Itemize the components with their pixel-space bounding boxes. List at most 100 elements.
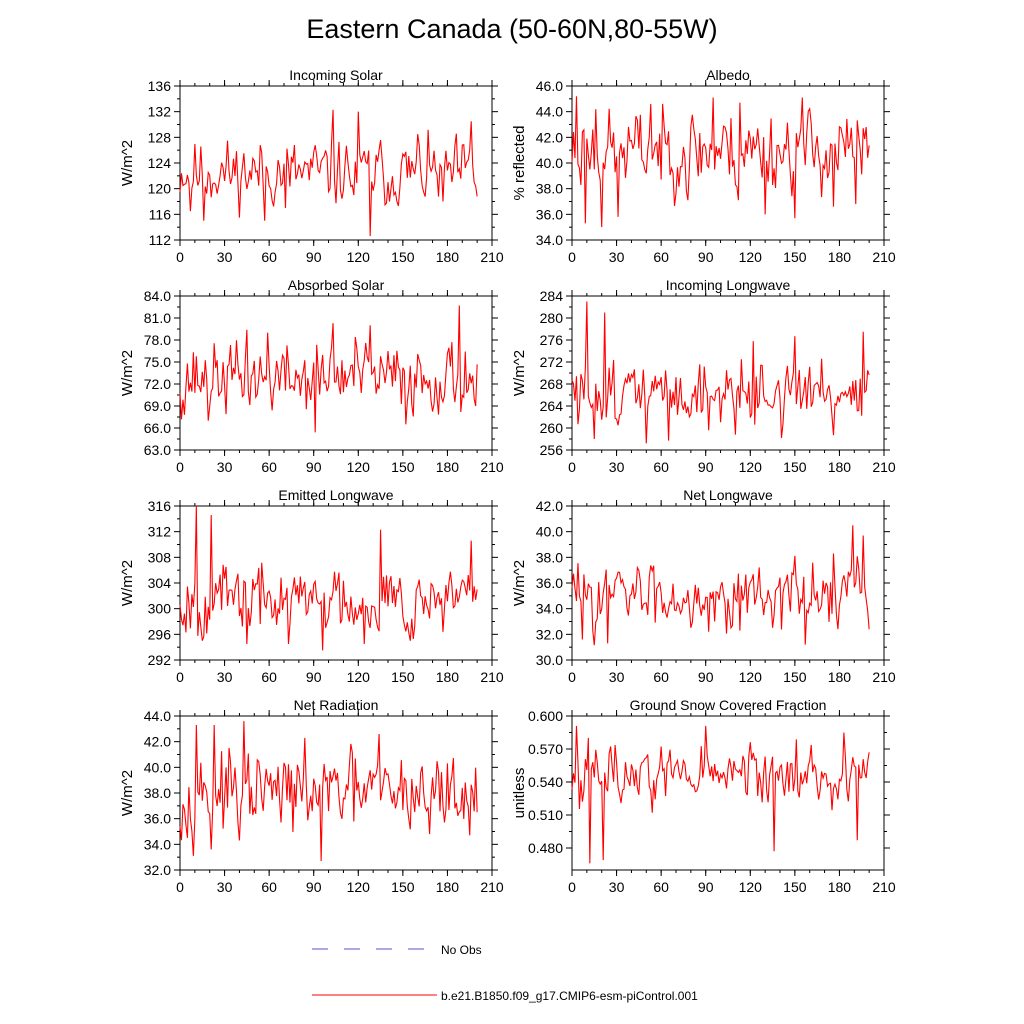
x-tick-label: 120	[347, 249, 371, 265]
y-axis-label: W/m^2	[119, 140, 136, 186]
chart-panel-7: Net Radiation W/m^2 0 30 60 90 120 150 180 210 32.…	[119, 697, 504, 895]
y-axis-label: W/m^2	[511, 560, 528, 606]
x-tick-label: 210	[872, 669, 896, 685]
y-tick-label: 272	[540, 354, 564, 370]
x-tick-label: 90	[698, 879, 714, 895]
chart-title: Emitted Longwave	[278, 487, 393, 503]
x-tick-label: 180	[436, 459, 460, 475]
y-tick-label: 120	[148, 181, 172, 197]
chart-panel-2: Albedo % reflected 0 30 60 90 120 150 180 210 34.0…	[511, 67, 896, 265]
chart-title: Incoming Longwave	[666, 277, 791, 293]
x-tick-label: 210	[480, 669, 504, 685]
y-tick-label: 296	[148, 626, 172, 642]
y-tick-label: 0.510	[528, 807, 563, 823]
legend-obs-label: No Obs	[441, 943, 482, 957]
x-tick-label: 0	[176, 459, 184, 475]
y-tick-label: 0.600	[528, 708, 563, 724]
model-series-line	[571, 96, 870, 228]
x-tick-label: 210	[480, 879, 504, 895]
model-series-line	[179, 721, 478, 862]
y-tick-label: 308	[148, 549, 172, 565]
x-tick-label: 120	[739, 249, 763, 265]
x-tick-label: 180	[436, 669, 460, 685]
x-tick-label: 210	[872, 459, 896, 475]
x-tick-label: 180	[828, 879, 852, 895]
y-tick-label: 63.0	[144, 442, 171, 458]
x-tick-label: 90	[306, 669, 322, 685]
x-tick-label: 0	[568, 249, 576, 265]
x-tick-label: 210	[480, 249, 504, 265]
plot-frame	[571, 715, 885, 871]
y-tick-label: 112	[149, 232, 172, 248]
x-tick-label: 90	[306, 879, 322, 895]
model-series-line	[179, 505, 478, 651]
x-tick-label: 180	[828, 459, 852, 475]
y-tick-label: 44.0	[536, 104, 563, 120]
y-axis-label: % reflected	[511, 125, 528, 200]
y-tick-label: 40.0	[144, 759, 171, 775]
y-tick-label: 256	[540, 442, 564, 458]
chart-title: Incoming Solar	[289, 67, 383, 83]
y-tick-label: 292	[148, 652, 172, 668]
x-tick-label: 60	[653, 459, 669, 475]
y-tick-label: 40.0	[536, 524, 563, 540]
legend-model-label: b.e21.B1850.f09_g17.CMIP6-esm-piControl.…	[441, 989, 698, 1003]
x-tick-label: 180	[436, 879, 460, 895]
x-tick-label: 150	[391, 879, 415, 895]
y-tick-label: 0.570	[528, 741, 563, 757]
model-series-line	[571, 725, 870, 864]
x-tick-label: 120	[347, 669, 371, 685]
x-tick-label: 30	[609, 669, 625, 685]
x-tick-label: 180	[436, 249, 460, 265]
chart-title: Absorbed Solar	[288, 277, 385, 293]
y-tick-label: 300	[148, 601, 172, 617]
x-tick-label: 150	[391, 669, 415, 685]
x-tick-label: 90	[698, 459, 714, 475]
x-tick-label: 30	[217, 459, 233, 475]
y-tick-label: 284	[540, 288, 564, 304]
y-tick-label: 132	[148, 104, 172, 120]
x-tick-label: 60	[261, 249, 277, 265]
plot-frame	[571, 295, 885, 451]
y-tick-label: 268	[540, 376, 564, 392]
y-axis-label: W/m^2	[119, 350, 136, 396]
x-tick-label: 150	[391, 249, 415, 265]
plot-frame	[571, 505, 885, 661]
x-tick-label: 60	[261, 669, 277, 685]
x-tick-label: 0	[176, 879, 184, 895]
y-tick-label: 304	[148, 575, 172, 591]
y-tick-label: 69.0	[144, 398, 171, 414]
model-series-line	[179, 305, 478, 433]
y-tick-label: 36.0	[144, 811, 171, 827]
y-tick-label: 42.0	[536, 498, 563, 514]
y-tick-label: 32.0	[536, 626, 563, 642]
y-tick-label: 34.0	[536, 601, 563, 617]
x-tick-label: 0	[568, 459, 576, 475]
y-tick-label: 136	[148, 78, 172, 94]
x-tick-label: 60	[653, 249, 669, 265]
x-tick-label: 90	[306, 249, 322, 265]
y-axis-label: W/m^2	[119, 770, 136, 816]
x-tick-label: 30	[609, 249, 625, 265]
x-tick-label: 180	[828, 669, 852, 685]
x-tick-label: 120	[739, 669, 763, 685]
y-tick-label: 66.0	[144, 420, 171, 436]
chart-panel-8: Ground Snow Covered Fraction unitless 0 30 6…	[511, 697, 896, 895]
x-tick-label: 120	[739, 879, 763, 895]
x-tick-label: 120	[347, 459, 371, 475]
y-tick-label: 84.0	[144, 288, 171, 304]
y-tick-label: 32.0	[144, 862, 171, 878]
y-tick-label: 38.0	[536, 549, 563, 565]
y-tick-label: 81.0	[144, 310, 171, 326]
y-tick-label: 264	[540, 398, 564, 414]
x-tick-label: 0	[568, 879, 576, 895]
y-tick-label: 0.540	[528, 774, 563, 790]
chart-title: Net Longwave	[683, 487, 773, 503]
y-tick-label: 128	[148, 129, 172, 145]
chart-panel-3: Absorbed Solar W/m^2 0 30 60 90 120 150 180 210 63…	[119, 277, 504, 475]
y-tick-label: 75.0	[144, 354, 171, 370]
y-tick-label: 42.0	[536, 129, 563, 145]
chart-panel-5: Emitted Longwave W/m^2 0 30 60 90 120 150 180 210…	[119, 487, 504, 685]
x-tick-label: 150	[391, 459, 415, 475]
